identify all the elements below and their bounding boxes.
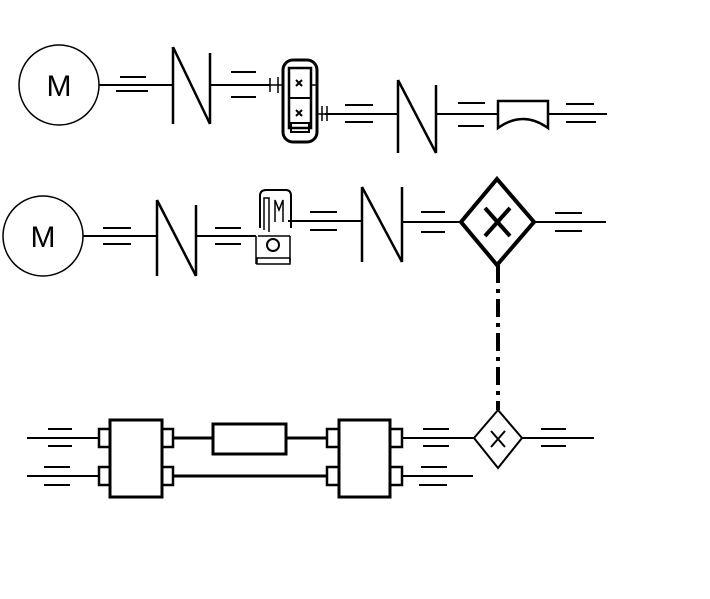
shaft-line [99, 84, 607, 115]
belt-drive-symbol [360, 186, 404, 263]
gearbox-right [325, 418, 404, 499]
motor-2: M [2, 195, 84, 277]
shaft-line [27, 437, 594, 477]
bearing-marks [116, 71, 596, 127]
drive-chain-row-3 [27, 408, 594, 499]
motor-2-label: M [31, 221, 56, 254]
coupling-symbol [496, 99, 550, 131]
drive-chain-row-1: M [18, 44, 607, 154]
intermediate-unit [211, 422, 288, 456]
bearing-marks [103, 211, 582, 245]
bearing-marks [44, 428, 566, 486]
shaft-line [83, 220, 606, 237]
bevel-gear-symbol [472, 408, 524, 470]
bevel-gear-symbol [458, 175, 537, 269]
belt-drive-symbol [396, 79, 438, 154]
gearbox-left [97, 418, 175, 499]
gear-pair-symbol [255, 189, 292, 265]
connecting-shaft [173, 436, 327, 478]
motor-1-label: M [47, 70, 72, 103]
belt-drive-symbol [171, 46, 212, 125]
belt-drive-symbol [155, 199, 198, 277]
gearbox-symbol [269, 58, 328, 144]
drive-chain-row-2: M [2, 175, 606, 410]
motor-1: M [18, 44, 100, 126]
